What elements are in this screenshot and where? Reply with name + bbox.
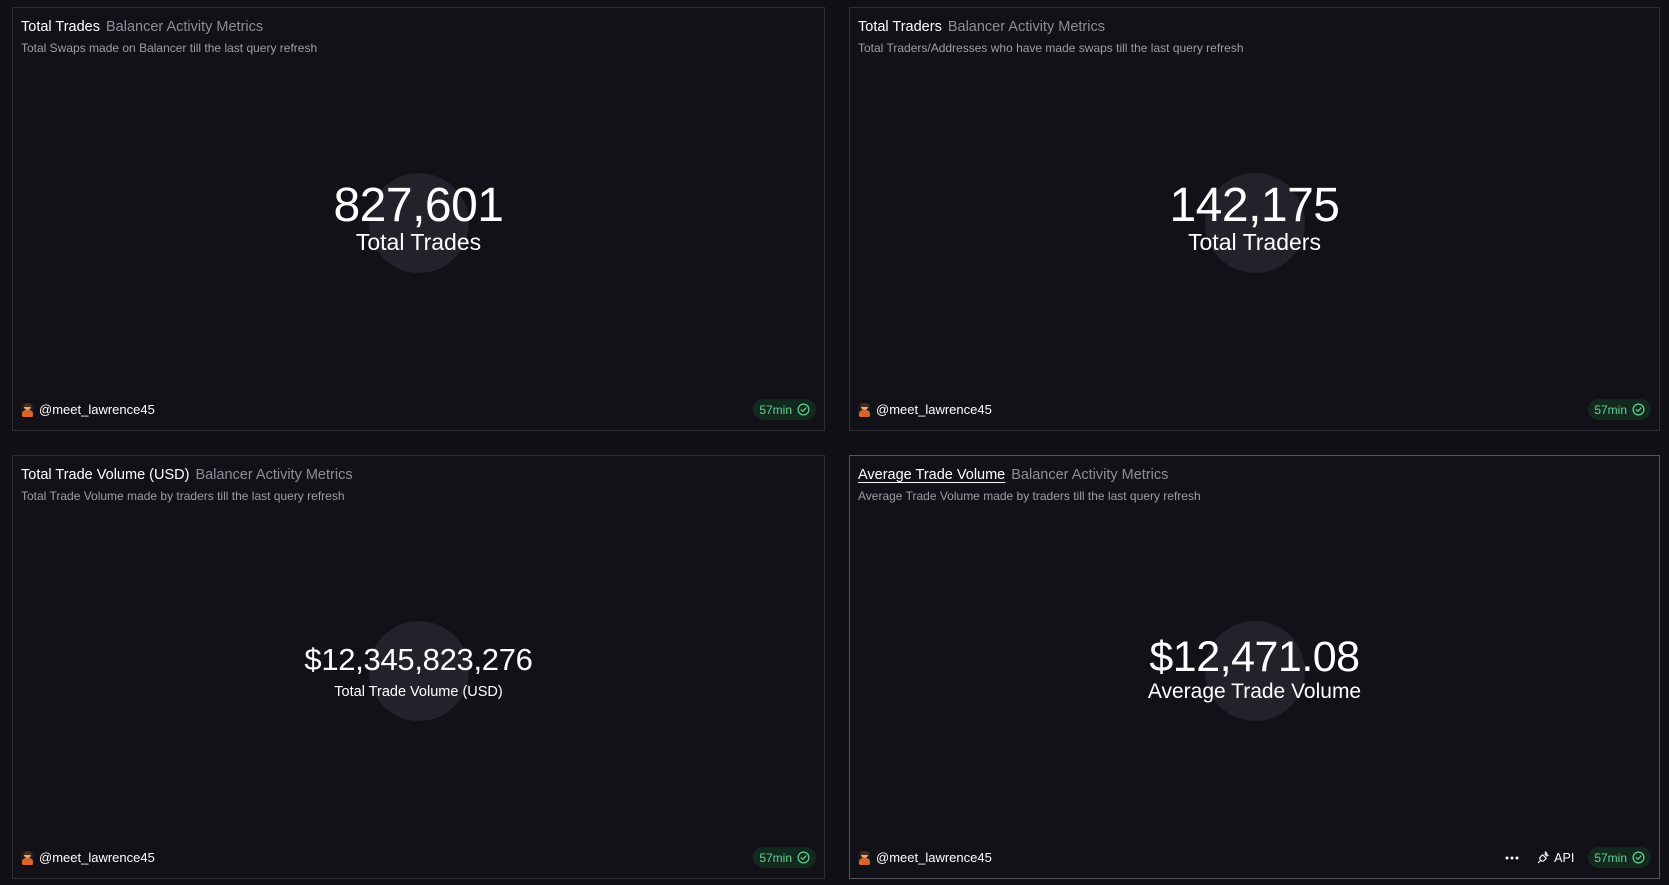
counter-label: Average Trade Volume bbox=[1147, 680, 1362, 703]
card-title[interactable]: Total Traders bbox=[858, 19, 942, 35]
card-description: Total Swaps made on Balancer till the la… bbox=[21, 41, 318, 55]
footer-tools: API 57min bbox=[1505, 847, 1651, 868]
counter-visual: $12,345,823,276 Total Trade Volume (USD) bbox=[13, 621, 824, 721]
counter-card-average-trade-volume: Average Trade Volume Balancer Activity Me… bbox=[849, 455, 1660, 879]
card-footer: @meet_lawrence45 57min bbox=[858, 399, 1651, 420]
card-description: Average Trade Volume made by traders til… bbox=[858, 489, 1201, 503]
counter-card-total-trades: Total Trades Balancer Activity Metrics To… bbox=[12, 7, 825, 431]
card-footer: @meet_lawrence45 57min bbox=[21, 399, 816, 420]
footer-tools: 57min bbox=[1588, 399, 1651, 420]
counter-label: Total Traders bbox=[1188, 229, 1321, 255]
footer-tools: 57min bbox=[753, 847, 816, 868]
counter-label: Total Trades bbox=[355, 229, 482, 255]
api-label: API bbox=[1554, 850, 1575, 865]
check-circle-icon bbox=[1632, 403, 1645, 416]
avatar bbox=[21, 850, 34, 865]
counter-circle bbox=[368, 621, 469, 721]
card-header: Total Trades Balancer Activity Metrics bbox=[21, 18, 814, 36]
counter-value: $12,471.08 bbox=[1149, 633, 1360, 681]
counter-label: Total Trade Volume (USD) bbox=[334, 684, 503, 700]
author-name: @meet_lawrence45 bbox=[39, 850, 155, 865]
footer-tools: 57min bbox=[753, 399, 816, 420]
counter-visual: 142,175 Total Traders bbox=[850, 173, 1659, 273]
counter-circle bbox=[1204, 621, 1305, 721]
counter-value: 142,175 bbox=[1169, 179, 1340, 232]
api-plug-icon bbox=[1537, 851, 1549, 864]
card-title[interactable]: Total Trades bbox=[21, 19, 100, 35]
card-header: Total Traders Balancer Activity Metrics bbox=[858, 18, 1649, 36]
author-link[interactable]: @meet_lawrence45 bbox=[21, 847, 155, 868]
author-link[interactable]: @meet_lawrence45 bbox=[21, 399, 155, 420]
card-title[interactable]: Average Trade Volume bbox=[858, 467, 1006, 483]
counter-card-total-trade-volume: Total Trade Volume (USD) Balancer Activit… bbox=[12, 455, 825, 879]
author-name: @meet_lawrence45 bbox=[876, 402, 992, 417]
author-name: @meet_lawrence45 bbox=[876, 850, 992, 865]
counter-circle bbox=[368, 173, 469, 273]
card-header: Average Trade Volume Balancer Activity Me… bbox=[858, 466, 1649, 484]
refresh-status-badge[interactable]: 57min bbox=[753, 399, 816, 420]
card-description: Total Trade Volume made by traders till … bbox=[21, 489, 345, 503]
check-circle-icon bbox=[1632, 851, 1645, 864]
avatar bbox=[858, 402, 871, 417]
author-link[interactable]: @meet_lawrence45 bbox=[858, 399, 992, 420]
more-horizontal-icon bbox=[1505, 856, 1519, 859]
card-title[interactable]: Total Trade Volume (USD) bbox=[21, 467, 190, 483]
avatar bbox=[858, 850, 871, 865]
card-header: Total Trade Volume (USD) Balancer Activit… bbox=[21, 466, 814, 484]
counter-card-total-traders: Total Traders Balancer Activity Metrics T… bbox=[849, 7, 1660, 431]
card-subtitle: Balancer Activity Metrics bbox=[106, 19, 264, 35]
refresh-status-badge[interactable]: 57min bbox=[753, 847, 816, 868]
card-subtitle: Balancer Activity Metrics bbox=[195, 467, 353, 483]
check-circle-icon bbox=[797, 851, 810, 864]
refresh-status-badge[interactable]: 57min bbox=[1588, 847, 1651, 868]
card-description: Total Traders/Addresses who have made sw… bbox=[858, 41, 1244, 55]
counter-value: $12,345,823,276 bbox=[304, 642, 533, 677]
author-name: @meet_lawrence45 bbox=[39, 402, 155, 417]
check-circle-icon bbox=[797, 403, 810, 416]
more-options-button[interactable] bbox=[1505, 856, 1523, 860]
refresh-age: 57min bbox=[1594, 850, 1627, 865]
counter-value: 827,601 bbox=[333, 179, 504, 232]
counter-circle bbox=[1204, 173, 1305, 273]
counter-visual: 827,601 Total Trades bbox=[13, 173, 824, 273]
refresh-age: 57min bbox=[759, 850, 792, 865]
card-subtitle: Balancer Activity Metrics bbox=[947, 19, 1105, 35]
author-link[interactable]: @meet_lawrence45 bbox=[858, 847, 992, 868]
card-subtitle: Balancer Activity Metrics bbox=[1011, 467, 1169, 483]
card-footer: @meet_lawrence45 57min bbox=[21, 847, 816, 868]
refresh-age: 57min bbox=[1594, 402, 1627, 417]
api-button[interactable]: API bbox=[1537, 851, 1574, 865]
avatar bbox=[21, 402, 34, 417]
card-footer: @meet_lawrence45 API 57min bbox=[858, 847, 1651, 868]
refresh-age: 57min bbox=[759, 402, 792, 417]
refresh-status-badge[interactable]: 57min bbox=[1588, 399, 1651, 420]
counter-visual: $12,471.08 Average Trade Volume bbox=[850, 621, 1659, 721]
